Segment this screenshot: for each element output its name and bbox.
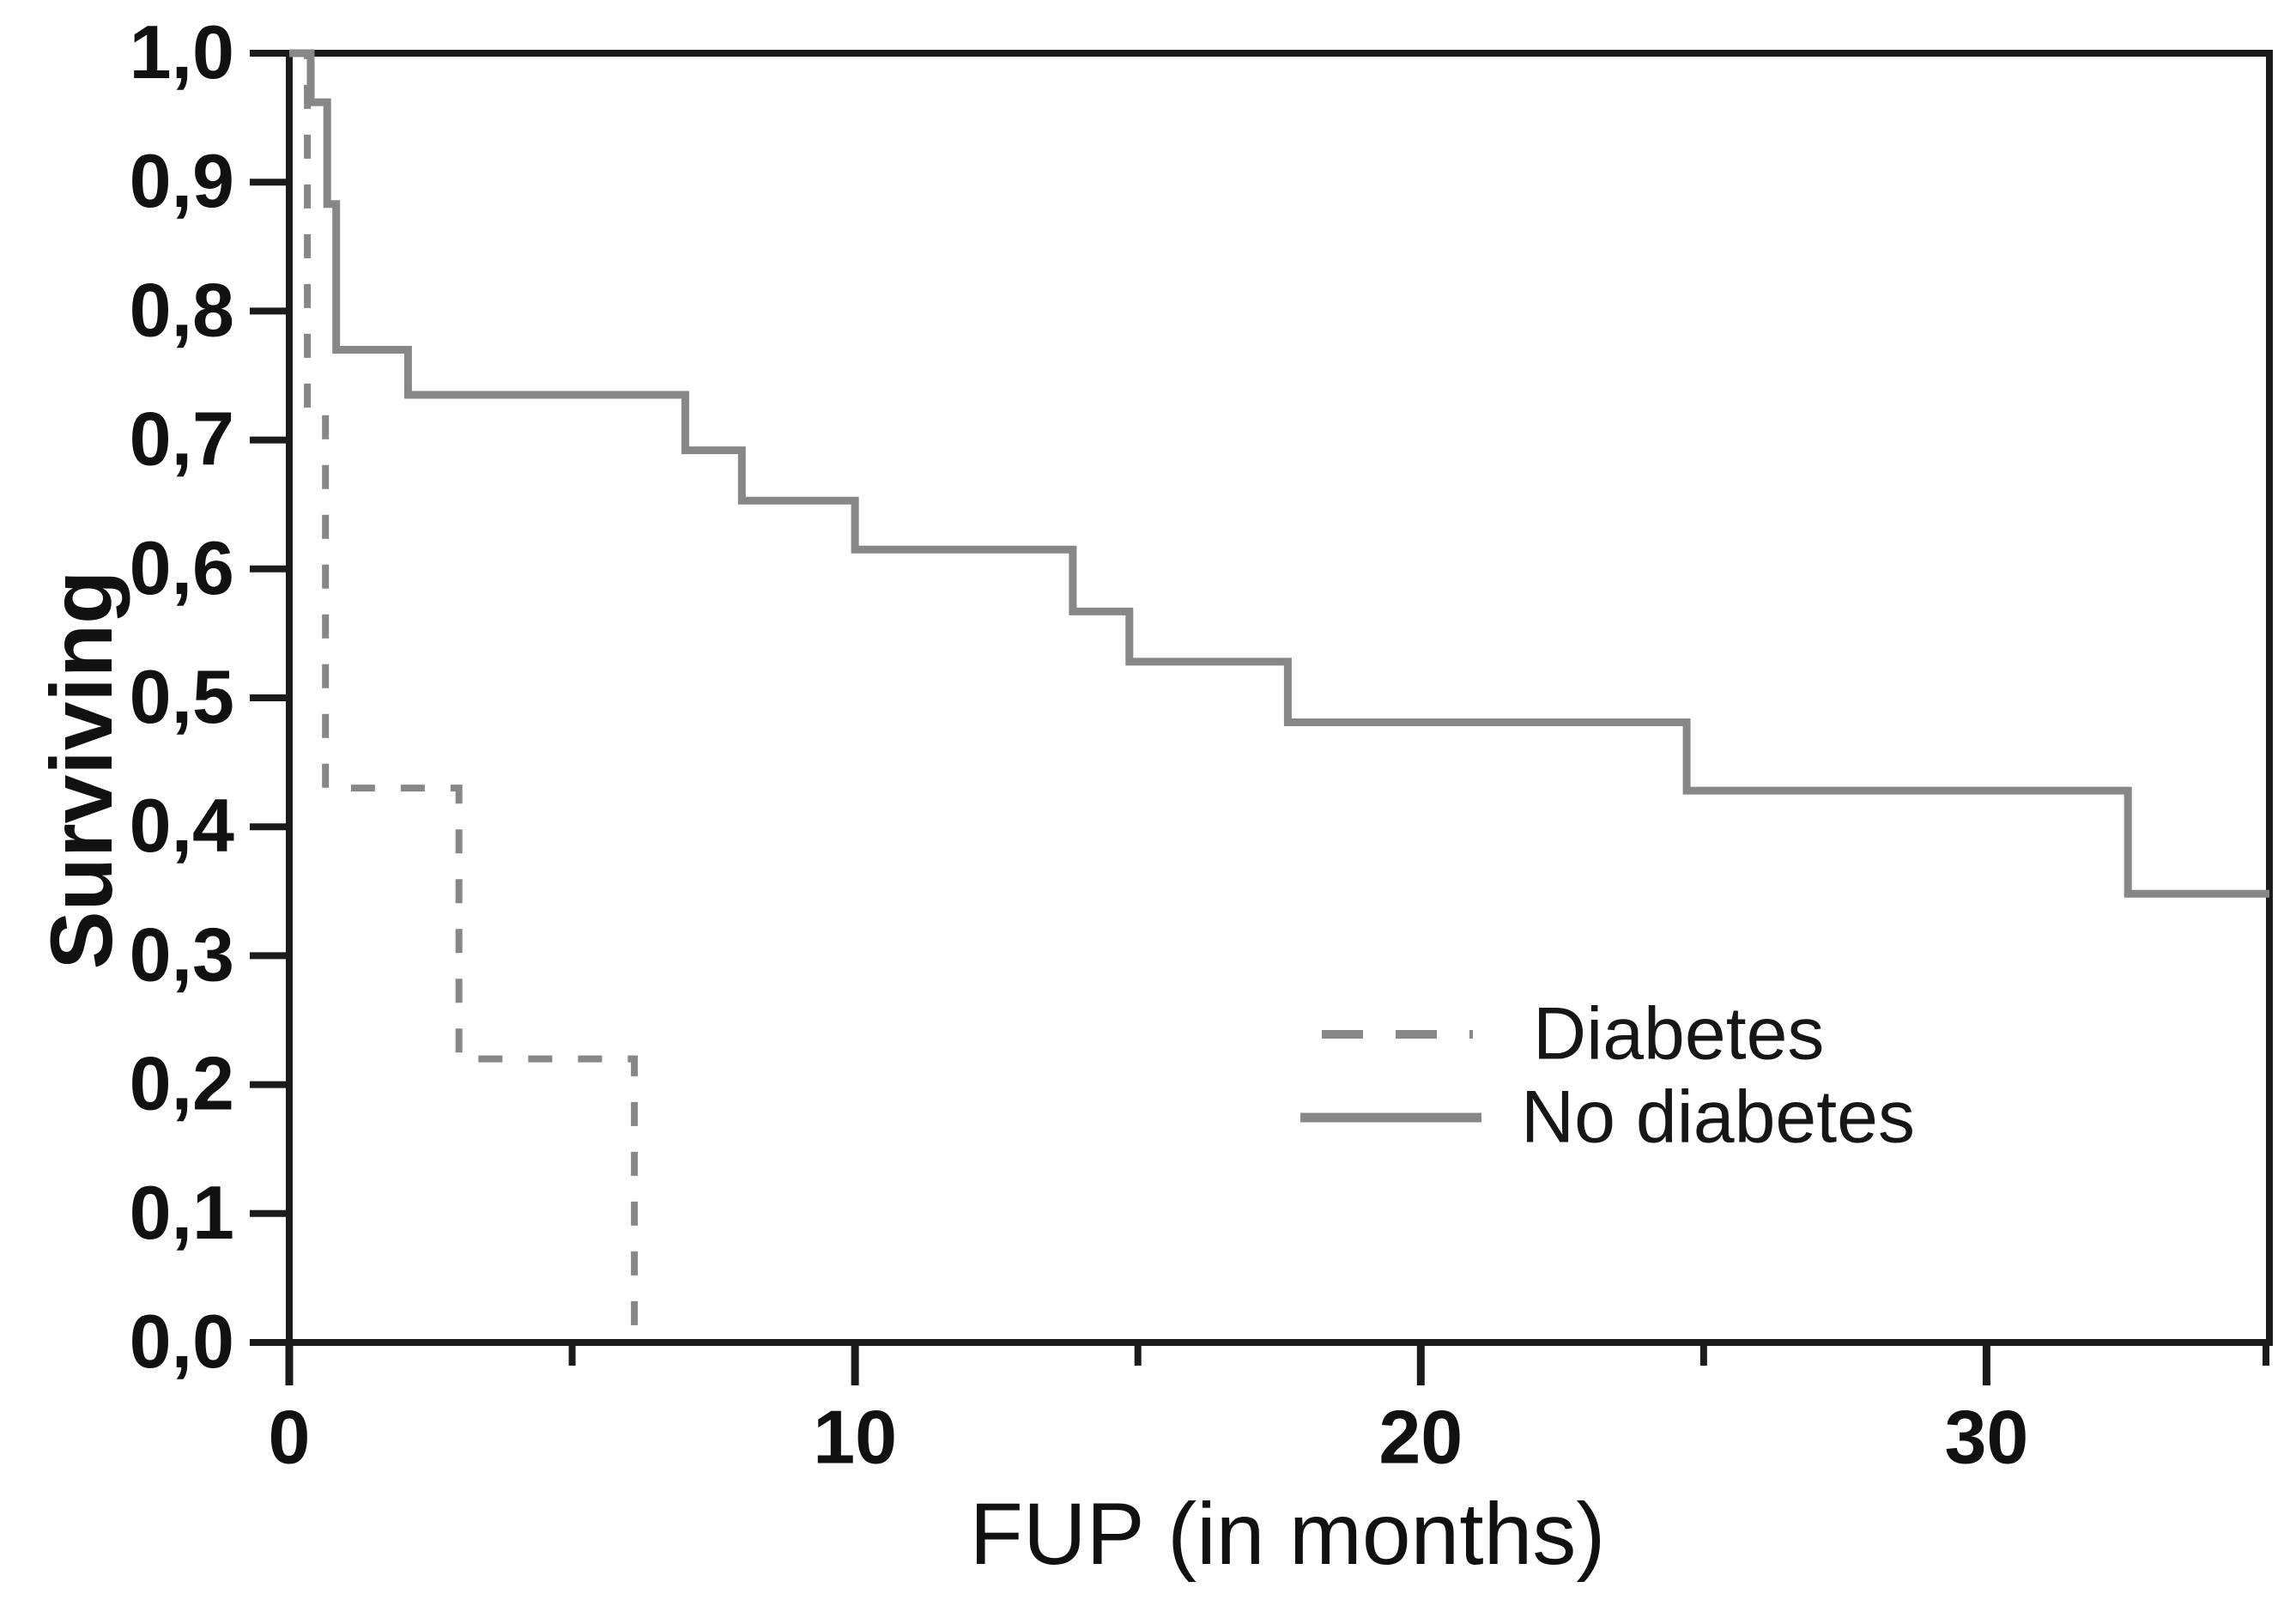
series-no-diabetes xyxy=(289,49,2269,898)
y-tick-label: 0,9 xyxy=(130,138,234,223)
y-tick-label: 0,8 xyxy=(130,267,234,352)
y-tick-label: 0,7 xyxy=(130,397,234,482)
y-tick-label: 0,1 xyxy=(130,1170,234,1255)
y-tick-label: 0,0 xyxy=(130,1299,234,1384)
y-tick-label: 0,2 xyxy=(130,1041,234,1126)
x-tick-label: 20 xyxy=(1378,1394,1463,1479)
y-axis-title: Surviving xyxy=(33,571,130,970)
y-tick-label: 0,6 xyxy=(130,525,234,610)
plot-frame xyxy=(286,50,2273,1346)
series-path-no-diabetes xyxy=(289,49,2269,898)
series-path-diabetes xyxy=(289,50,639,1342)
x-axis: 0 10 20 30 xyxy=(269,1342,2269,1479)
y-tick-label: 0,4 xyxy=(130,783,234,868)
y-axis: 1,0 0,9 0,8 0,7 0,6 0,5 0,4 0,3 0,2 0,1 0,0 xyxy=(130,9,289,1384)
y-tick-label: 0,5 xyxy=(130,654,234,739)
series-diabetes xyxy=(289,50,639,1342)
x-axis-title: FUP (in months) xyxy=(970,1485,1606,1583)
y-tick-label: 1,0 xyxy=(130,9,234,94)
x-tick-label: 10 xyxy=(813,1394,897,1479)
legend-no-diabetes-label: No diabetes xyxy=(1521,1076,1915,1158)
x-tick-label: 30 xyxy=(1944,1394,2028,1479)
legend-diabetes-label: Diabetes xyxy=(1533,992,1824,1075)
legend: Diabetes No diabetes xyxy=(1300,992,1915,1158)
y-tick-label: 0,3 xyxy=(130,912,234,997)
x-tick-label: 0 xyxy=(269,1394,311,1479)
